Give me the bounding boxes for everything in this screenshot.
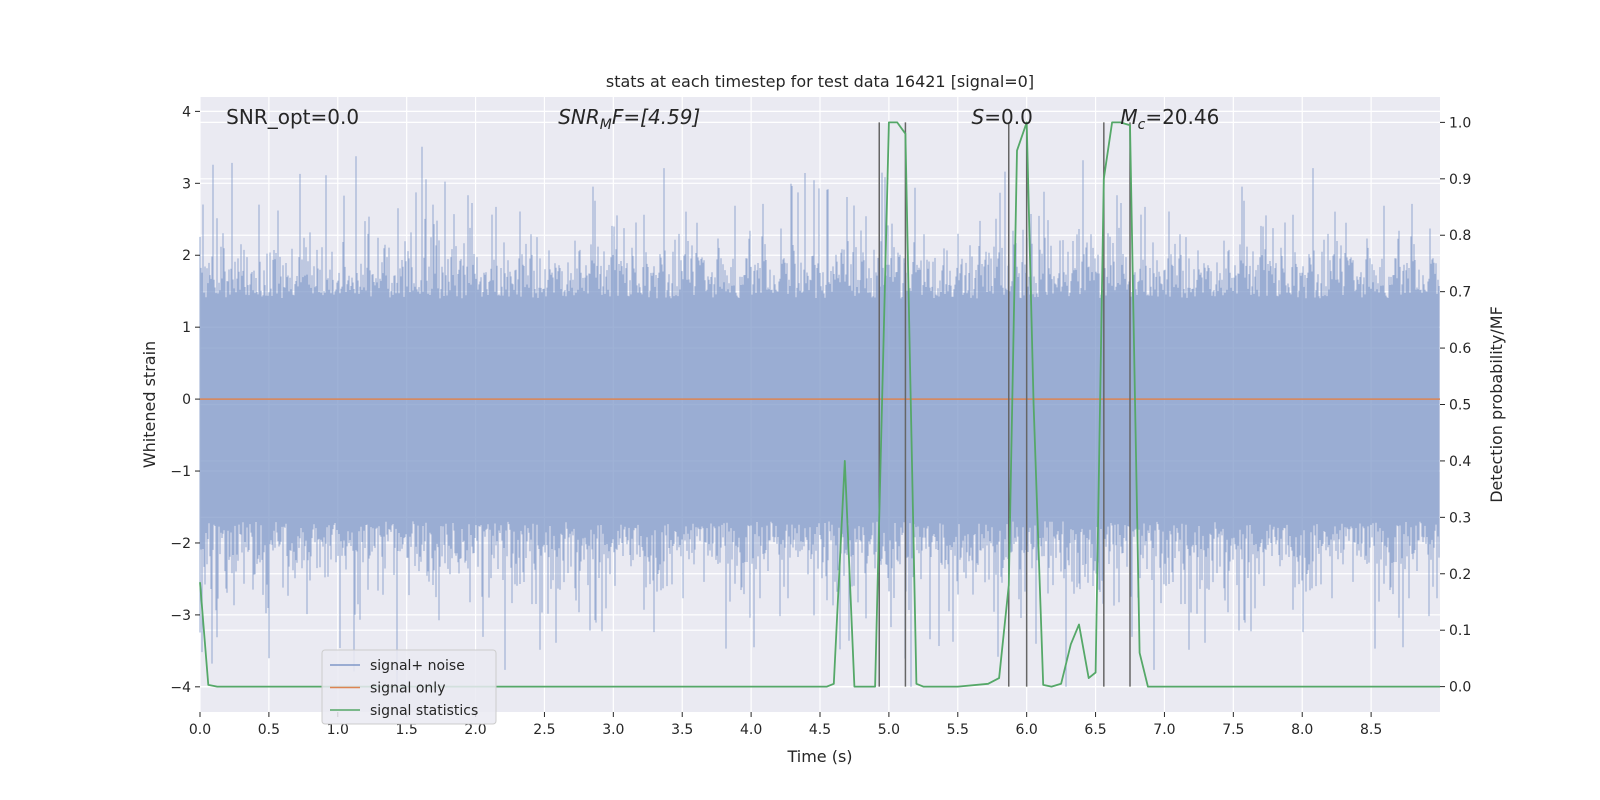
- annotation-mc-var: M: [1120, 105, 1137, 129]
- y-axis-label: Whitened strain: [140, 341, 159, 468]
- y2-tick-label: 0.0: [1449, 680, 1471, 696]
- y-tick-label: −3: [170, 608, 191, 624]
- x-tick-label: 3.5: [671, 722, 693, 738]
- x-tick-label: 6.5: [1084, 722, 1106, 738]
- y2-tick-label: 0.7: [1449, 285, 1471, 301]
- x-tick-label: 1.0: [327, 722, 349, 738]
- annotation-mc: Mc=20.46: [1120, 105, 1219, 133]
- x-tick-label: 2.0: [464, 722, 486, 738]
- annotation-mc-sub: c: [1138, 117, 1146, 133]
- annotation-snr-mf-base: SNR: [558, 105, 600, 129]
- annotation-mc-rest: =20.46: [1145, 105, 1219, 129]
- x-tick-label: 1.5: [396, 722, 418, 738]
- x-tick-label: 3.0: [602, 722, 624, 738]
- y2-tick-label: 0.6: [1449, 341, 1471, 357]
- x-tick-label: 8.0: [1291, 722, 1313, 738]
- detection-vlines: [878, 122, 1131, 687]
- chart-title: stats at each timestep for test data 164…: [606, 72, 1034, 91]
- ticks: 0.0 0.5 1.0 1.5 2.0 2.5 3.0 3.5 4.0 4.5 5.0 5.5 6.0 6…: [170, 104, 1471, 738]
- y-tick-label: 3: [182, 176, 191, 192]
- annotation-s-var: S: [972, 105, 985, 129]
- annotation-s-rest: =0.0: [984, 105, 1033, 129]
- y-tick-label: −4: [170, 680, 191, 696]
- x-tick-label: 4.5: [809, 722, 831, 738]
- annotation-snr-opt: SNR_opt=0.0: [226, 105, 359, 129]
- y2-tick-label: 0.5: [1449, 398, 1471, 414]
- y2-tick-label: 0.4: [1449, 454, 1471, 470]
- x-tick-label: 0.0: [189, 722, 211, 738]
- y2-tick-label: 0.8: [1449, 228, 1471, 244]
- stats-series: [199, 121, 1440, 688]
- x-axis-label: Time (s): [786, 747, 852, 766]
- annotation-snr-mf: SNRMF=[4.59]: [558, 105, 700, 133]
- x-tick-label: 7.0: [1153, 722, 1175, 738]
- x-tick-label: 7.5: [1222, 722, 1244, 738]
- x-tick-label: 5.5: [947, 722, 969, 738]
- stats-line: [199, 121, 1440, 688]
- annotation-snr-mf-rest: F=[4.59]: [612, 105, 700, 129]
- legend-box: [321, 649, 497, 725]
- y-tick-label: 2: [182, 248, 191, 264]
- y2-tick-label: 0.3: [1449, 510, 1471, 526]
- legend-label-signal: signal only: [370, 681, 445, 697]
- y-tick-label: 4: [182, 104, 191, 120]
- y-tick-label: −1: [170, 464, 191, 480]
- y2-tick-label: 0.9: [1449, 172, 1471, 188]
- x-tick-label: 8.5: [1360, 722, 1382, 738]
- y-tick-label: 1: [182, 320, 191, 336]
- legend-label-stats: signal statistics: [370, 703, 478, 719]
- annotation-snr-mf-sub: M: [600, 117, 612, 133]
- legend: signal+ noise signal only signal statist…: [321, 649, 497, 725]
- y-tick-label: −2: [170, 536, 191, 552]
- legend-label-noise: signal+ noise: [370, 658, 465, 674]
- y2-axis-label: Detection probability/MF: [1487, 306, 1506, 503]
- x-tick-label: 2.5: [533, 722, 555, 738]
- y2-tick-label: 0.2: [1449, 567, 1471, 583]
- x-tick-label: 5.0: [878, 722, 900, 738]
- x-tick-label: 4.0: [740, 722, 762, 738]
- x-tick-label: 6.0: [1016, 722, 1038, 738]
- annotation-s: S=0.0: [972, 105, 1033, 129]
- y2-tick-label: 1.0: [1449, 115, 1471, 131]
- y-tick-label: 0: [182, 392, 191, 408]
- x-tick-label: 0.5: [258, 722, 280, 738]
- y2-tick-label: 0.1: [1449, 623, 1471, 639]
